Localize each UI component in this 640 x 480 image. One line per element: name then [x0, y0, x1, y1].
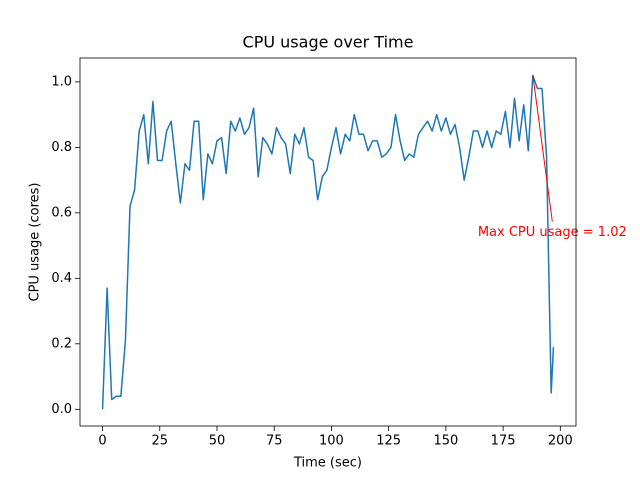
y-tick-label: 0.8 [51, 140, 72, 155]
annotation-text: Max CPU usage = 1.02 [478, 225, 627, 240]
x-tick-label: 100 [319, 434, 344, 449]
y-tick-label: 0.2 [51, 336, 72, 351]
x-tick-label: 125 [376, 434, 401, 449]
y-tick-label: 0.4 [51, 271, 72, 286]
x-tick-label: 25 [151, 434, 168, 449]
y-axis-label: CPU usage (cores) [28, 183, 43, 302]
x-axis-label: Time (sec) [293, 456, 362, 471]
x-tick-label: 175 [491, 434, 516, 449]
x-tick-label: 200 [548, 434, 573, 449]
x-tick-label: 0 [98, 434, 106, 449]
x-tick-label: 75 [266, 434, 283, 449]
plot-frame [79, 57, 577, 427]
y-tick-label: 0.6 [51, 205, 72, 220]
annotation-arrow [532, 75, 553, 222]
chart-title: CPU usage over Time [243, 33, 414, 52]
data-line [101, 74, 555, 410]
x-tick-label: 150 [433, 434, 458, 449]
y-tick-label: 1.0 [51, 74, 72, 89]
y-tick-label: 0.0 [51, 402, 72, 417]
x-tick-label: 50 [209, 434, 226, 449]
